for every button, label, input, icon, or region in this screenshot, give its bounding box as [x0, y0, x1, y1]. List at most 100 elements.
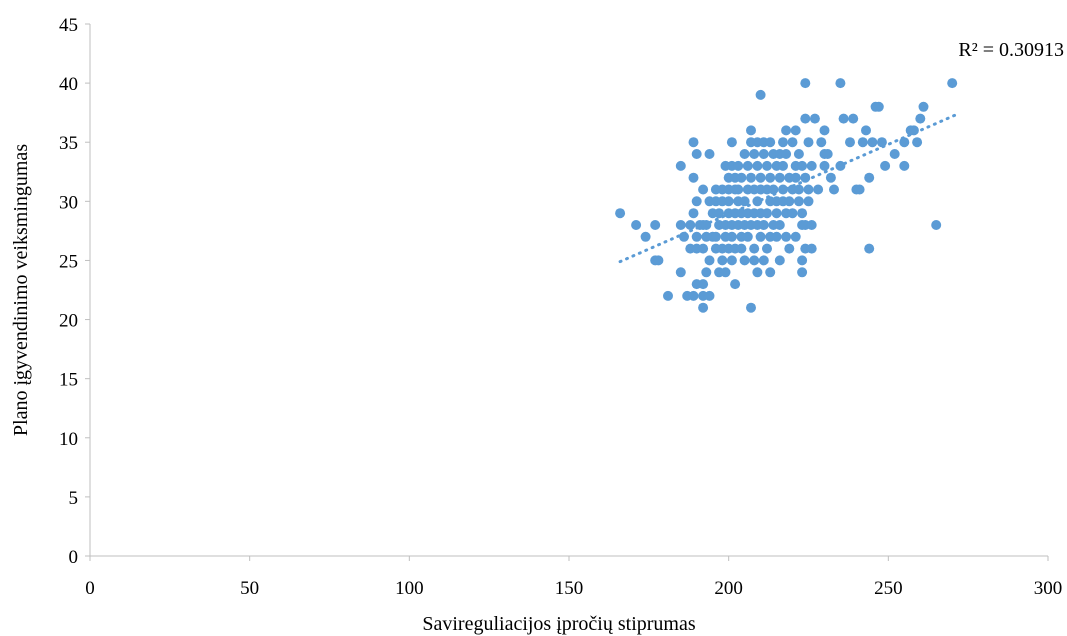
data-point [755, 89, 766, 100]
data-point [631, 220, 642, 230]
data-point [931, 220, 942, 230]
data-point [688, 208, 699, 219]
data-point [688, 137, 699, 148]
data-point [806, 220, 817, 230]
data-point [650, 220, 661, 230]
data-point [774, 172, 785, 183]
data-point [864, 243, 875, 254]
data-point [758, 220, 769, 230]
data-point [873, 101, 884, 112]
data-point [726, 231, 737, 242]
data-point [771, 231, 782, 242]
data-point [758, 255, 769, 266]
data-point [790, 125, 801, 136]
data-point [793, 149, 804, 159]
data-point [688, 290, 699, 301]
data-point [765, 137, 776, 148]
data-point [746, 172, 756, 183]
data-point [774, 255, 785, 266]
data-point [698, 302, 709, 313]
y-tick-label: 35 [59, 133, 78, 154]
x-axis-title: Savireguliacijos įpročių stiprumas [422, 613, 695, 635]
data-point [918, 101, 929, 112]
data-point [797, 267, 808, 278]
data-point [803, 196, 814, 207]
data-point [698, 279, 709, 290]
data-point [688, 172, 699, 183]
y-tick-label: 15 [59, 370, 78, 391]
data-point [675, 160, 686, 171]
data-point [640, 231, 651, 242]
trendline [618, 113, 957, 264]
data-point [797, 160, 808, 171]
data-point [793, 196, 804, 207]
data-point [685, 220, 696, 230]
data-point [899, 160, 910, 171]
x-tick-label: 0 [85, 578, 95, 599]
data-point [854, 184, 865, 195]
data-point [739, 149, 750, 159]
data-point [739, 196, 750, 207]
data-point [698, 243, 709, 254]
data-point [746, 125, 756, 136]
data-point [698, 184, 709, 195]
data-point [803, 137, 814, 148]
data-point [755, 172, 766, 183]
data-point [701, 267, 712, 278]
data-point [675, 267, 686, 278]
data-point [710, 231, 721, 242]
data-point [784, 196, 795, 207]
data-points [615, 78, 958, 313]
x-tick-label: 100 [395, 578, 424, 599]
data-point [704, 149, 715, 159]
y-tick-label: 5 [69, 488, 79, 509]
data-point [739, 255, 750, 266]
data-point [778, 160, 788, 171]
data-point [758, 149, 769, 159]
data-point [787, 137, 798, 148]
y-tick-label: 30 [59, 192, 78, 213]
data-point [762, 243, 772, 254]
data-point [806, 160, 817, 171]
data-point [742, 231, 753, 242]
data-point [813, 184, 824, 195]
data-point [736, 243, 747, 254]
data-point [800, 78, 811, 89]
data-point [781, 125, 792, 136]
data-point [752, 267, 763, 278]
data-point [733, 184, 744, 195]
data-point [829, 184, 839, 195]
data-point [679, 231, 689, 242]
data-point [774, 220, 785, 230]
x-tick-label: 300 [1034, 578, 1063, 599]
data-point [762, 208, 772, 219]
data-point [742, 160, 753, 171]
y-tick-label: 10 [59, 429, 78, 450]
data-point [704, 255, 715, 266]
data-point [784, 243, 795, 254]
y-tick-label: 45 [59, 15, 78, 36]
data-point [809, 113, 820, 124]
data-point [806, 243, 817, 254]
data-point [691, 196, 702, 207]
data-point [691, 149, 702, 159]
data-point [819, 160, 830, 171]
data-point [749, 255, 760, 266]
x-tick-label: 250 [874, 578, 903, 599]
data-point [797, 208, 808, 219]
data-point [899, 137, 910, 148]
data-point [771, 208, 782, 219]
data-point [691, 231, 702, 242]
data-point [704, 290, 715, 301]
data-point [726, 137, 737, 148]
data-point [790, 231, 801, 242]
data-point [889, 149, 900, 159]
data-point [797, 255, 808, 266]
data-point [876, 137, 887, 148]
data-point [726, 255, 737, 266]
data-point [864, 172, 875, 183]
data-point [720, 267, 731, 278]
data-point [867, 137, 878, 148]
x-tick-label: 50 [240, 578, 259, 599]
